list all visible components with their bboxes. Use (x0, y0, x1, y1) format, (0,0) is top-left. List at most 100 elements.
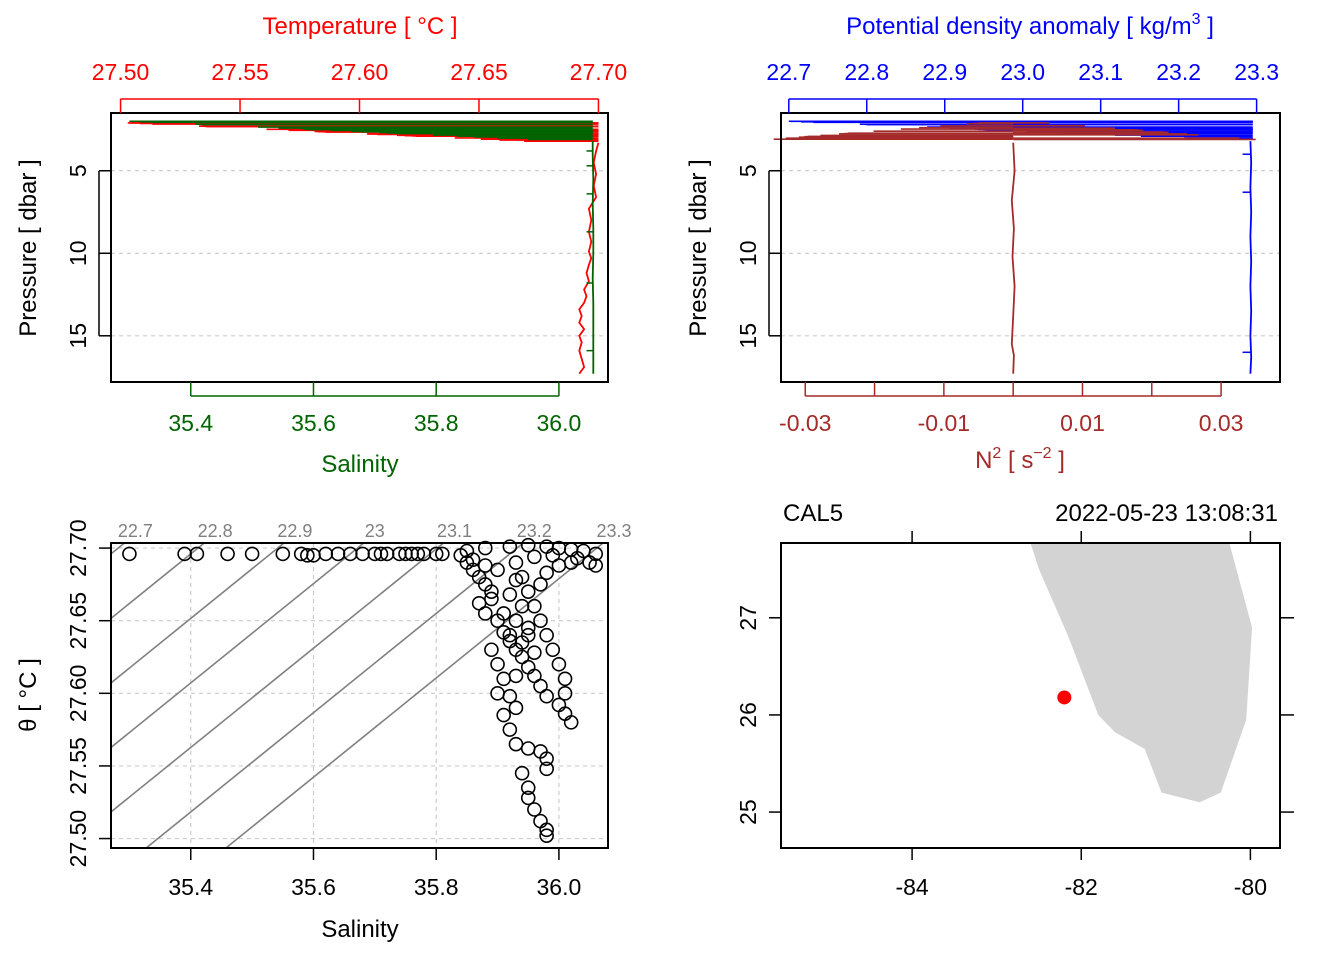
ts-point (539, 627, 554, 643)
ts-point (244, 546, 260, 562)
n2-surface-spikes (773, 122, 1256, 141)
ts-point (539, 761, 554, 777)
theta-tick-label: 27.65 (65, 592, 91, 650)
temperature-profile-line (578, 142, 600, 375)
ts-point (551, 656, 567, 672)
ts-point (502, 627, 518, 643)
temperature-salinity-plot-frame (110, 112, 609, 383)
theta-tick-label: 27.60 (65, 665, 91, 723)
theta-tick-label: 27.55 (65, 737, 91, 795)
density-tick-label: 23.1 (1078, 59, 1123, 85)
ts-point (527, 802, 542, 817)
ts-point (477, 540, 493, 556)
n2-axis-title: N2 [ s−2 ] (975, 445, 1065, 474)
pressure-tick-label: 5 (65, 164, 91, 177)
station-datetime: 2022-05-23 13:08:31 (1055, 500, 1278, 527)
ts-point (527, 549, 542, 565)
ts-point (490, 656, 505, 672)
ts-point (508, 736, 524, 752)
ts-point (330, 546, 346, 562)
station-marker (1057, 690, 1072, 705)
salinity-axis-title: Salinity (321, 451, 398, 478)
n2-exponent: 2 (992, 445, 1001, 462)
ts-point (533, 577, 548, 592)
ts-point (465, 552, 481, 568)
ts-point (275, 546, 291, 562)
ts-point (502, 688, 518, 704)
ts-point (527, 598, 542, 614)
n2-unit: [ s (1001, 447, 1033, 474)
isopycnal-label: 23.3 (596, 521, 631, 541)
ts-point (514, 765, 530, 781)
temperature-tick-label: 27.65 (450, 59, 508, 85)
ts-point (539, 751, 554, 766)
pressure-tick-label: 10 (735, 240, 761, 266)
ts-point (520, 659, 536, 675)
ts-point (520, 620, 536, 636)
ts-point (533, 813, 548, 829)
ts-point (588, 558, 604, 573)
isopycnal-label: 23 (365, 521, 385, 541)
salinity-tick-label: 35.8 (414, 410, 459, 436)
ts-point (355, 546, 370, 562)
pressure-tick-label: 15 (65, 323, 91, 349)
isopycnal-label: 22.7 (118, 521, 153, 541)
isopycnal-line (111, 543, 206, 620)
ts-point (539, 688, 554, 704)
ts-point (502, 539, 518, 554)
ts-point (508, 555, 524, 570)
ts-point (520, 584, 536, 599)
isopycnal-lines (111, 543, 605, 848)
latitude-tick-label: 25 (735, 799, 761, 825)
map-frame (780, 542, 1281, 849)
isopycnal-label: 22.8 (198, 521, 233, 541)
density-axis-title: Potential density anomaly [ kg/m3 ] (846, 11, 1214, 40)
ts-points (122, 537, 604, 843)
ts-point (557, 686, 573, 701)
isopycnal-label: 22.9 (277, 521, 312, 541)
salinity-tick-label: 35.6 (291, 874, 336, 900)
temperature-tick-label: 27.60 (331, 59, 389, 85)
ts-point (428, 546, 444, 562)
ts-point (435, 546, 450, 562)
longitude-tick-label: -82 (1065, 874, 1098, 900)
ts-point (496, 606, 511, 621)
theta-tick-label: 27.70 (65, 519, 91, 577)
ts-point (520, 780, 536, 796)
ts-plot-frame (110, 542, 609, 849)
ts-point (189, 546, 205, 562)
density-unit-exponent: 3 (1192, 11, 1201, 28)
ts-point (563, 542, 579, 557)
isopycnal-label: 23.1 (437, 521, 472, 541)
pressure-tick-label: 15 (735, 323, 761, 349)
ts-point (490, 562, 505, 578)
longitude-tick-label: -84 (895, 874, 928, 900)
ts-point (220, 546, 235, 562)
ts-point (514, 598, 530, 614)
ts-point (122, 546, 137, 562)
theta-tick-label: 27.50 (65, 810, 91, 868)
ts-point (533, 613, 548, 629)
temperature-tick-label: 27.50 (92, 59, 150, 85)
n2-tick-label: -0.03 (779, 410, 831, 436)
ts-point (410, 546, 426, 562)
temperature-tick-label: 27.70 (570, 59, 628, 85)
ts-point (545, 642, 561, 658)
temperature-axis-title: Temperature [ °C ] (263, 13, 458, 40)
theta-axis-title: θ [ °C ] (15, 658, 42, 732)
ts-salinity-axis-title: Salinity (321, 916, 398, 943)
ts-point (539, 822, 554, 838)
ts-point (508, 700, 524, 716)
density-tick-label: 23.3 (1234, 59, 1279, 85)
pressure-axis-title: Pressure [ dbar ] (15, 159, 42, 336)
ts-point (557, 671, 573, 687)
salinity-surface-spikes (129, 120, 593, 141)
isopycnal-line (145, 543, 525, 848)
ts-point (496, 671, 511, 687)
ts-point (477, 606, 493, 621)
n2-unit-exponent: −2 (1033, 445, 1051, 462)
isopycnal-line (111, 543, 366, 749)
salinity-tick-label: 35.6 (291, 410, 336, 436)
ts-point (496, 707, 511, 723)
